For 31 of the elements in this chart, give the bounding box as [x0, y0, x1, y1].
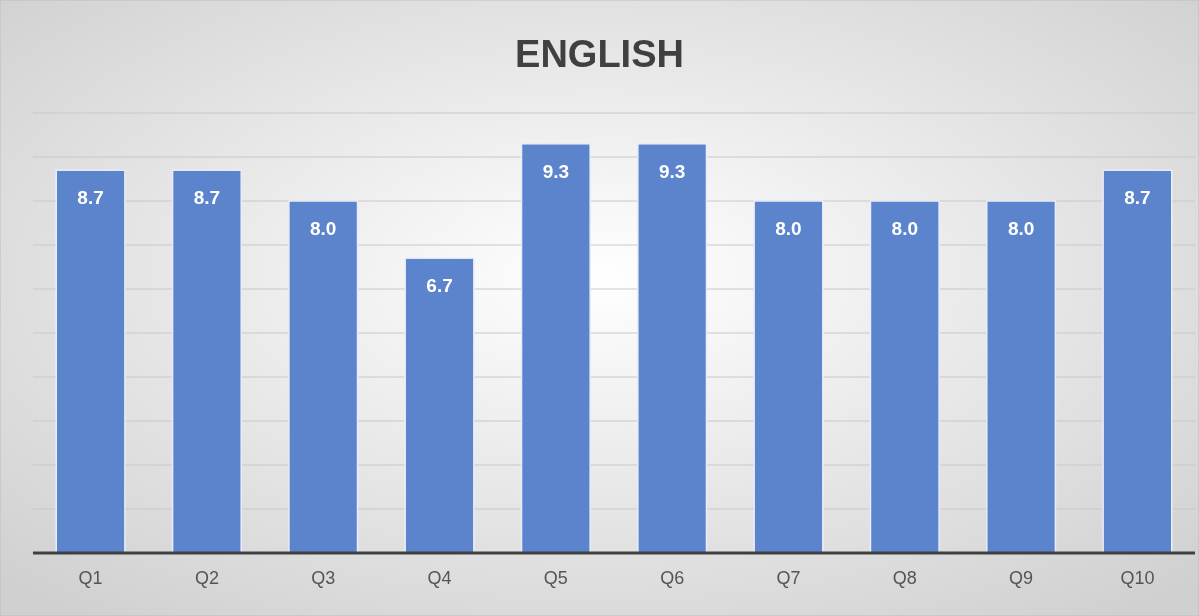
- data-label: 8.0: [1007, 218, 1035, 239]
- data-label: 8.0: [775, 218, 802, 239]
- chart-title: ENGLISH: [515, 33, 684, 75]
- bar: [55, 169, 126, 554]
- bar: [171, 169, 242, 554]
- data-label: 8.0: [310, 218, 337, 239]
- x-tick-label: Q4: [427, 567, 452, 588]
- bar: [986, 200, 1057, 554]
- data-label: 8.7: [77, 187, 104, 209]
- bar: [288, 200, 359, 554]
- bar: [520, 143, 591, 554]
- bar: [869, 200, 940, 554]
- data-label: 6.7: [426, 275, 453, 297]
- x-tick-label: Q6: [660, 567, 685, 588]
- x-tick-label: Q5: [543, 567, 568, 588]
- x-tick-label: Q3: [311, 567, 336, 588]
- x-tick-label: Q7: [776, 567, 801, 588]
- data-label: 9.3: [542, 160, 570, 182]
- bar: [1102, 169, 1173, 554]
- bar: [753, 200, 824, 554]
- data-label: 8.7: [1124, 187, 1151, 209]
- x-tick-label: Q1: [78, 567, 103, 588]
- data-label: 8.7: [193, 187, 221, 209]
- data-label: 8.0: [891, 218, 918, 239]
- bar: [404, 257, 475, 554]
- x-tick-label: Q10: [1120, 567, 1155, 588]
- bar: [637, 143, 708, 554]
- x-tick-label: Q2: [194, 567, 219, 588]
- x-tick-label: Q8: [892, 567, 917, 588]
- data-label: 9.3: [658, 160, 686, 182]
- x-tick-label: Q9: [1009, 567, 1034, 588]
